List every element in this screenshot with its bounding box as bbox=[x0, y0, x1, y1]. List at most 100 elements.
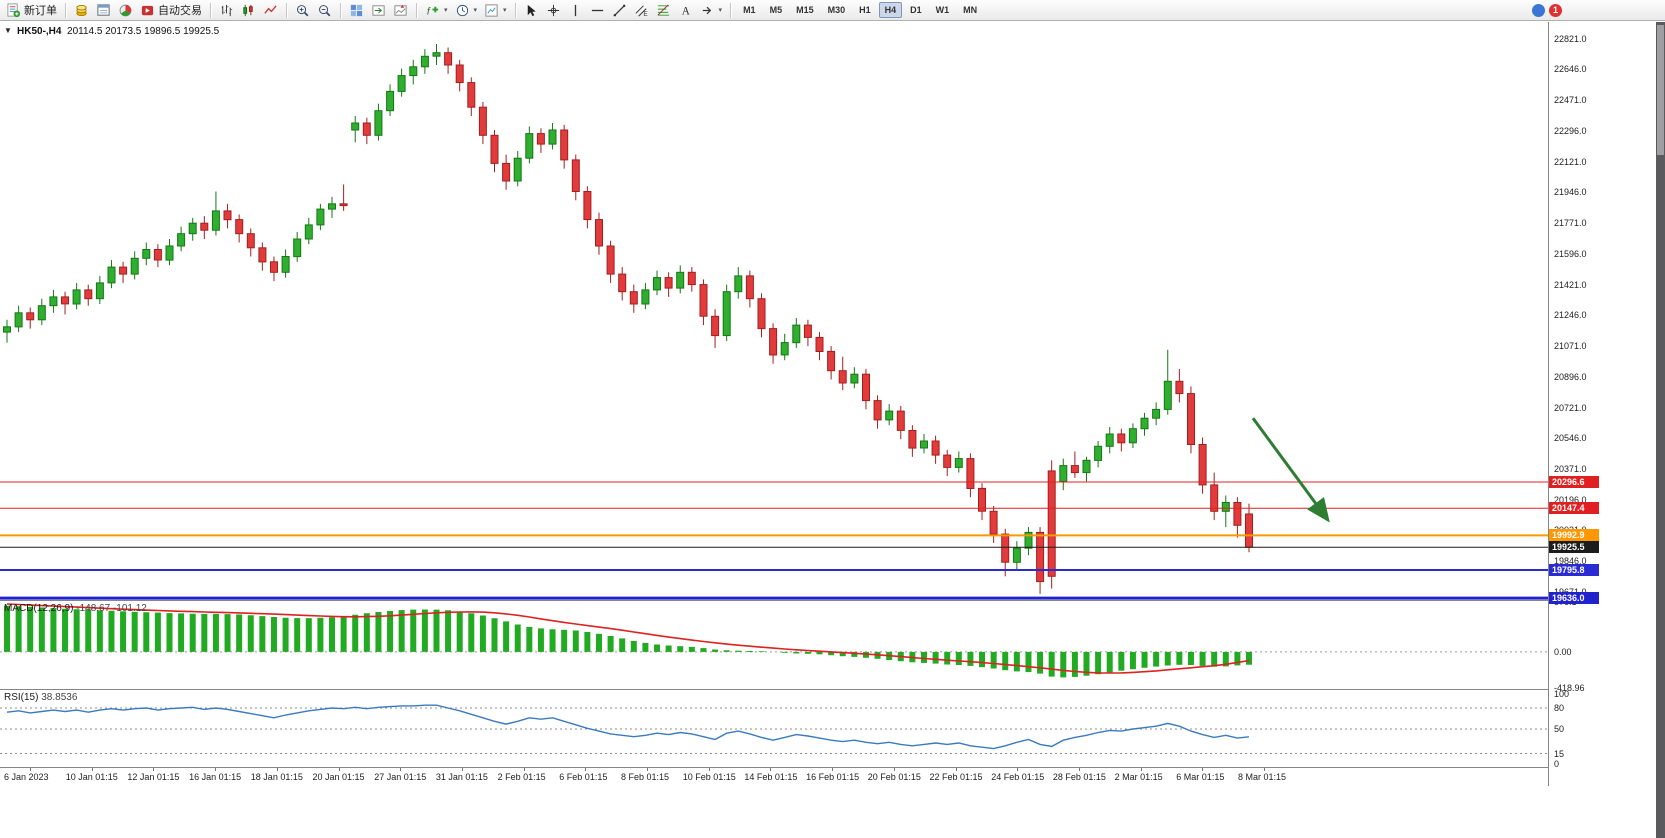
time-axis[interactable]: 6 Jan 2023 10 Jan 01:15 12 Jan 01:15 16 Jan… bbox=[0, 768, 1548, 786]
time-axis-tick bbox=[708, 768, 710, 771]
timeframe-button-m5[interactable]: M5 bbox=[769, 5, 783, 15]
price-axis-tick: 22296.0 bbox=[1554, 125, 1587, 136]
timeframe-button-m1[interactable]: M1 bbox=[743, 5, 756, 15]
time-axis-tick bbox=[91, 768, 93, 771]
time-axis-tick bbox=[461, 768, 463, 771]
strategy-tester-button[interactable] bbox=[115, 1, 136, 20]
new-order-label: 新订单 bbox=[24, 5, 57, 17]
zoom-in-icon bbox=[297, 4, 309, 16]
rsi-axis-tick: 100 bbox=[1554, 689, 1570, 699]
periods-button[interactable]: ▾ bbox=[452, 1, 481, 20]
toolbar-separator bbox=[416, 2, 417, 18]
price-axis-tick: 21071.0 bbox=[1554, 341, 1587, 351]
rsi-axis-tick: 15 bbox=[1554, 748, 1565, 759]
candlestick-mode-button[interactable] bbox=[238, 1, 259, 20]
price-level-badge: 20296.6 bbox=[1549, 476, 1599, 488]
chart-shift-button[interactable] bbox=[390, 1, 411, 20]
auto-scroll-button[interactable] bbox=[368, 1, 389, 20]
candlestick-chart[interactable] bbox=[0, 22, 1548, 605]
price-axis-tick: 20196.0 bbox=[1554, 494, 1587, 505]
fibonacci-tool-button[interactable] bbox=[653, 1, 674, 20]
zoom-in-button[interactable] bbox=[292, 1, 313, 20]
rsi-chart[interactable] bbox=[0, 690, 1548, 772]
timeframe-button-mn[interactable]: MN bbox=[963, 5, 978, 15]
time-axis-tick bbox=[1017, 768, 1019, 771]
market-watch-button[interactable] bbox=[71, 1, 92, 20]
indicators-icon: f bbox=[427, 6, 439, 17]
macd-panel[interactable]: MACD(12,26,9) -148.67 -101.12 bbox=[0, 601, 1548, 690]
channel-tool-button[interactable]: E bbox=[631, 1, 652, 20]
time-axis-label: 2 Feb 01:15 bbox=[497, 772, 546, 782]
rsi-axis-tick: 50 bbox=[1554, 724, 1565, 734]
price-axis-tick: 20371.0 bbox=[1554, 463, 1587, 474]
rsi-label: RSI(15) 38.8536 bbox=[4, 692, 78, 703]
timeframe-button-d1[interactable]: D1 bbox=[910, 5, 922, 15]
templates-button[interactable]: ▾ bbox=[481, 1, 510, 20]
text-tool-button[interactable]: A bbox=[675, 1, 696, 20]
horizontal-line-tool-button[interactable] bbox=[587, 1, 608, 20]
svg-text:E: E bbox=[643, 11, 648, 18]
time-axis-label: 31 Jan 01:15 bbox=[435, 772, 488, 782]
time-axis-label: 10 Jan 01:15 bbox=[65, 772, 118, 782]
time-axis-tick bbox=[400, 768, 402, 771]
time-axis-tick bbox=[1202, 768, 1204, 771]
cursor-tool-button[interactable] bbox=[521, 1, 542, 20]
timeframe-group: M1 M5 M15 M30 H1 H4 D1 W1 MN bbox=[736, 2, 984, 18]
macd-values: -148.67 -101.12 bbox=[76, 603, 147, 614]
timeframe-button-h4[interactable]: H4 bbox=[878, 2, 903, 18]
time-axis-tick bbox=[955, 768, 957, 771]
vertical-line-tool-button[interactable] bbox=[565, 1, 586, 20]
time-axis-tick bbox=[215, 768, 217, 771]
time-axis-tick bbox=[647, 768, 648, 771]
crosshair-icon bbox=[547, 4, 559, 16]
time-axis-label: 16 Feb 01:15 bbox=[806, 772, 860, 782]
time-axis-label: 14 Feb 01:15 bbox=[744, 772, 798, 782]
connection-status-icon[interactable] bbox=[1532, 3, 1545, 17]
vertical-scrollbar[interactable] bbox=[1656, 22, 1665, 838]
macd-axis-tick: 0.00 bbox=[1554, 646, 1572, 657]
timeframe-button-h1[interactable]: H1 bbox=[859, 5, 871, 15]
chart-shift-icon bbox=[394, 4, 407, 16]
autotrading-label: 自动交易 bbox=[158, 5, 202, 17]
crosshair-tool-button[interactable] bbox=[543, 1, 564, 20]
bar-chart-mode-button[interactable] bbox=[216, 1, 237, 20]
autotrading-button[interactable]: 自动交易 bbox=[137, 1, 205, 20]
price-axis-tick: 19671.0 bbox=[1554, 587, 1587, 597]
main-toolbar: 新订单 自动交易 f ▾ ▾ bbox=[0, 0, 1665, 21]
ohlc-readout: 20114.5 20173.5 19896.5 19925.5 bbox=[67, 26, 220, 37]
time-axis-label: 24 Feb 01:15 bbox=[991, 772, 1045, 782]
notification-badge[interactable]: 1 bbox=[1549, 3, 1562, 17]
macd-chart[interactable] bbox=[0, 601, 1548, 694]
price-level-badge: 19992.9 bbox=[1549, 529, 1599, 542]
timeframe-button-w1[interactable]: W1 bbox=[935, 5, 950, 15]
line-chart-mode-button[interactable] bbox=[260, 1, 281, 20]
channel-icon: E bbox=[635, 4, 648, 18]
toolbar-separator bbox=[286, 2, 287, 18]
price-axis-tick: 22821.0 bbox=[1554, 33, 1587, 44]
timeframe-button-m30[interactable]: M30 bbox=[827, 5, 846, 15]
price-chart-panel[interactable]: ▼ HK50-,H4 20114.5 20173.5 19896.5 19925… bbox=[0, 22, 1548, 601]
time-axis-tick bbox=[893, 768, 895, 771]
autotrading-icon bbox=[141, 5, 154, 15]
new-order-button[interactable]: 新订单 bbox=[3, 1, 60, 20]
price-axis-tick: 21946.0 bbox=[1554, 187, 1587, 198]
tile-windows-button[interactable] bbox=[346, 1, 367, 20]
scrollbar-thumb[interactable] bbox=[1657, 25, 1664, 155]
zoom-out-button[interactable] bbox=[314, 1, 335, 20]
time-axis-label: 22 Feb 01:15 bbox=[929, 772, 983, 782]
toolbar-separator bbox=[210, 2, 211, 18]
one-click-trading-toggle[interactable]: ▼ bbox=[4, 26, 12, 35]
time-axis-tick bbox=[832, 768, 834, 771]
text-icon: A bbox=[681, 5, 690, 17]
trendline-icon bbox=[613, 4, 625, 16]
data-window-button[interactable] bbox=[93, 1, 114, 20]
time-axis-label: 8 Mar 01:15 bbox=[1238, 772, 1287, 782]
arrows-tool-button[interactable]: ▾ bbox=[697, 1, 726, 20]
rsi-panel[interactable]: RSI(15) 38.8536 bbox=[0, 690, 1548, 768]
indicators-button[interactable]: f ▾ bbox=[422, 1, 451, 20]
time-axis-tick bbox=[30, 768, 31, 771]
line-chart-icon bbox=[264, 4, 277, 14]
price-axis[interactable]: 22821.0 22646.0 22471.0 22296.0 22121.0 21946… bbox=[1548, 22, 1656, 786]
timeframe-button-m15[interactable]: M15 bbox=[796, 5, 814, 15]
trendline-tool-button[interactable] bbox=[609, 1, 630, 20]
